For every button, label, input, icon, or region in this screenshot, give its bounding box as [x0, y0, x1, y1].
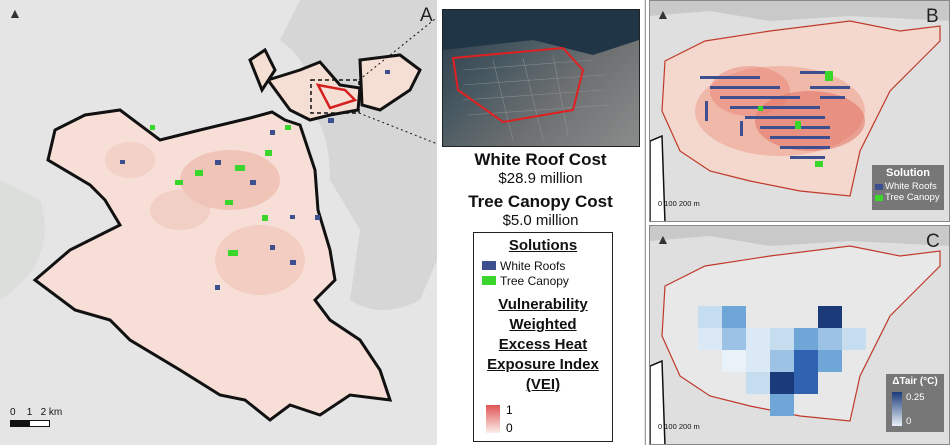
delta-t-grid [698, 306, 866, 416]
river [0, 180, 45, 300]
panel-b-map: B ▲ 0 100 200 m Solution White Roofs Tre… [649, 0, 950, 222]
panel-a-letter: A [420, 5, 433, 26]
panel-c-legend: ΔTair (°C) 0.25 0 [886, 374, 944, 432]
boston-boundary [32, 108, 393, 422]
panel-b-legend: Solution White Roofs Tree Canopy [872, 165, 944, 210]
white-roof-swatch [482, 261, 496, 270]
tree-canopy-b [758, 71, 833, 167]
legend-column: White Roof Cost $28.9 million Tree Canop… [437, 0, 644, 445]
panel-c-letter: C [926, 231, 940, 252]
study-area-outline [315, 83, 358, 110]
legend-white-roofs: White Roofs [482, 258, 612, 273]
vei-max-label: 1 [506, 403, 513, 417]
panel-c-map: C ▲ 0 100 200 m ΔTair (°C) 0.25 0 [649, 225, 950, 445]
map-legend: Solutions White Roofs Tree Canopy Vulner… [473, 232, 613, 442]
north-arrow-icon: ▲ [656, 6, 670, 22]
north-arrow-icon: ▲ [656, 231, 670, 247]
vei-title: Vulnerability Weighted Excess Heat Expos… [487, 296, 599, 393]
solutions-title: Solutions [508, 237, 578, 254]
aerial-inset [442, 9, 640, 147]
panel-b-letter: B [926, 6, 939, 27]
vei-colorbar [486, 405, 500, 433]
white-roof-cost-value: $28.9 million [498, 170, 583, 187]
vei-min-label: 0 [506, 421, 513, 435]
tree-canopy-cost-value: $5.0 million [502, 212, 579, 229]
tree-canopy-swatch [482, 276, 496, 285]
solution-markers [120, 70, 390, 290]
inset-box [310, 79, 360, 114]
north-arrow-icon: ▲ [8, 5, 22, 21]
scale-bar-b: 0 100 200 m [658, 199, 700, 208]
white-roof-cost-title: White Roof Cost [474, 150, 607, 169]
scale-bar-c: 0 100 200 m [658, 422, 700, 431]
scale-bar-a: 0 1 2 km [10, 407, 62, 427]
legend-tree-canopy: Tree Canopy [482, 273, 612, 288]
tree-canopy-cost-title: Tree Canopy Cost [468, 192, 613, 211]
